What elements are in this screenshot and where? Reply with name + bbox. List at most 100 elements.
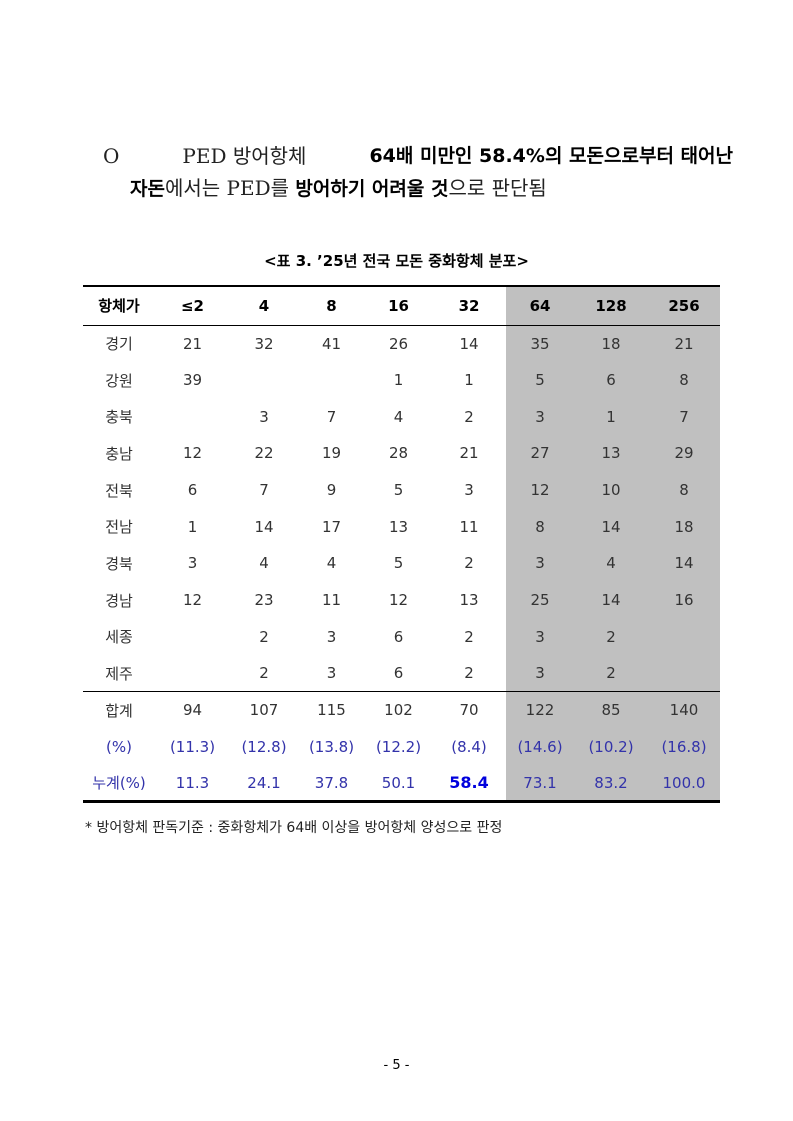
- column-header: 32: [458, 296, 480, 315]
- total-row: 합계 94 107 115 102 70 122 85 140: [83, 691, 720, 729]
- table-cell: 3: [506, 655, 574, 692]
- column-header: 4: [258, 296, 270, 315]
- paragraph-line-1: O PED 방어항체 64배 미만인 58.4%의 모돈으로부터 태어난: [103, 140, 733, 172]
- table-cell: 1: [574, 398, 648, 436]
- table-cell: [155, 619, 230, 656]
- row-label: 전북: [105, 481, 133, 500]
- table-row: 경북 3 4 4 5 2 3 4 14: [83, 545, 720, 582]
- table-cell: 39: [182, 371, 203, 390]
- table-cell: 5: [393, 554, 404, 573]
- table-cell: 23: [254, 591, 274, 610]
- table-cell: 41: [321, 334, 342, 353]
- row-label: 전남: [105, 518, 133, 537]
- table-cell: (8.4): [451, 737, 487, 756]
- table-cell: 6: [393, 664, 404, 683]
- table-cell: 35: [506, 325, 574, 362]
- table-cell: 17: [321, 517, 342, 536]
- row-label: 제주: [105, 664, 133, 683]
- table-cell: 27: [506, 435, 574, 472]
- table-cell: [230, 362, 298, 399]
- table-header-row: 항체가 ≤2 4 8 16 32 64 128 256: [83, 286, 720, 325]
- table-cell: 70: [459, 701, 479, 720]
- table-cell: (13.8): [308, 737, 355, 756]
- table-cell: 9: [326, 481, 337, 500]
- table-cell: 14: [648, 545, 720, 582]
- table-cell: 115: [317, 701, 346, 720]
- table-cell: 6: [574, 361, 648, 399]
- table-cell: 3: [506, 618, 574, 656]
- table-cell: 7: [648, 398, 720, 436]
- table-cell: (12.8): [241, 737, 287, 756]
- table-cell: 50.1: [381, 773, 416, 792]
- table-cell: 2: [259, 664, 269, 683]
- table-row: 강원 39 1 1 5 6 8: [83, 361, 720, 399]
- table-row: 세종 2 3 6 2 3 2: [83, 618, 720, 656]
- table-cell: 21: [182, 334, 203, 353]
- table-cell: 140: [648, 691, 720, 729]
- table-cell: 5: [393, 481, 404, 500]
- column-header: 64: [506, 286, 574, 325]
- table-row: 경기 21 32 41 26 14 35 18 21: [83, 325, 720, 362]
- table-cell: 14: [574, 581, 648, 619]
- table-cell: 12: [506, 471, 574, 509]
- row-label: 충남: [105, 444, 133, 463]
- table-cell: 3: [187, 554, 198, 573]
- table-cell: 3: [506, 398, 574, 436]
- row-label: 강원: [105, 371, 133, 390]
- table-cell: (10.2): [574, 728, 648, 766]
- table-cell: 8: [506, 508, 574, 546]
- table-cell: 2: [464, 407, 474, 426]
- table-cell: 3: [464, 481, 474, 500]
- table-cell: 11.3: [175, 773, 210, 792]
- row-label: 경남: [105, 591, 133, 610]
- table-cell: 26: [388, 334, 409, 353]
- table-row: 충남 12 22 19 28 21 27 13 29: [83, 435, 720, 472]
- table-cell: 4: [259, 554, 269, 573]
- table-cell: 18: [648, 508, 720, 546]
- table-cell: 58.4: [449, 773, 489, 793]
- table-cell: 11: [459, 517, 479, 536]
- table-cell: 3: [259, 407, 269, 426]
- table-cell: 85: [574, 691, 648, 729]
- table-cell: 107: [249, 701, 279, 720]
- table-row: 충북 3 7 4 2 3 1 7: [83, 398, 720, 436]
- table-cell: 83.2: [574, 765, 648, 802]
- summary-paragraph: O PED 방어항체 64배 미만인 58.4%의 모돈으로부터 태어난 자돈에…: [103, 140, 733, 205]
- row-label: 경기: [105, 335, 133, 354]
- table-cell: 2: [464, 664, 474, 683]
- table-cell: 13: [574, 435, 648, 472]
- table-cell: 4: [574, 545, 648, 582]
- table-cell: 28: [388, 444, 409, 463]
- table-cell: 7: [259, 481, 269, 500]
- row-label: 세종: [105, 628, 133, 647]
- page-number: - 5 -: [383, 1058, 410, 1073]
- column-header: 8: [326, 296, 337, 315]
- table-cell: 2: [464, 554, 474, 573]
- table-cell: 3: [326, 664, 337, 683]
- table-cell: (14.6): [506, 728, 574, 766]
- table-cell: 1: [393, 371, 404, 390]
- table-cell: 19: [321, 444, 342, 463]
- table-cell: 6: [187, 481, 198, 500]
- column-header: 16: [388, 296, 409, 315]
- table-cell: 73.1: [506, 765, 574, 802]
- table-cell: 22: [254, 444, 274, 463]
- column-header: 항체가: [98, 297, 140, 316]
- table-cell: 29: [648, 435, 720, 472]
- table-cell: 122: [506, 691, 574, 729]
- table-row: 제주 2 3 6 2 3 2: [83, 655, 720, 692]
- table-cell: 12: [388, 591, 409, 610]
- table-cell: 7: [326, 407, 337, 426]
- table-cell: [155, 398, 230, 435]
- table-cell: [648, 655, 720, 692]
- table-cell: 14: [254, 517, 274, 536]
- footnote: * 방어항체 판독기준 : 중화항체가 64배 이상을 방어항체 양성으로 판정: [85, 820, 503, 836]
- table-cell: (12.2): [375, 737, 422, 756]
- table-cell: 2: [574, 618, 648, 656]
- table-cell: 10: [574, 471, 648, 509]
- table-cell: [648, 618, 720, 656]
- table-cell: 3: [326, 627, 337, 646]
- row-label: 충북: [105, 408, 133, 427]
- table-cell: 21: [459, 444, 479, 463]
- column-header: 256: [648, 286, 720, 325]
